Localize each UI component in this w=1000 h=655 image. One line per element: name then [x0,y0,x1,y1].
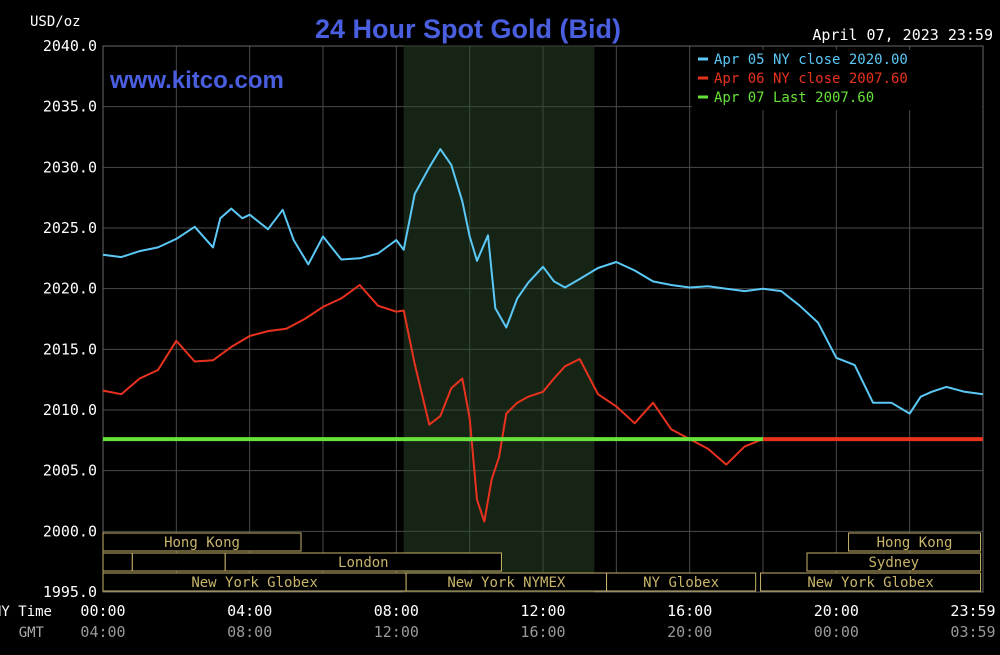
session-bar [131,552,226,572]
x-tick-gmt: 08:00 [227,623,272,641]
session-label: New York Globex [807,575,933,591]
y-tick-label: 2025.0 [43,219,97,237]
session-label: Hong Kong [164,535,240,551]
y-tick-label: 2035.0 [43,98,97,116]
timestamp: April 07, 2023 23:59 [812,26,993,44]
legend-box [692,50,982,110]
x-tick-ny: 00:00 [80,602,125,620]
session-label: NY Globex [643,575,719,591]
x-tick-gmt: 04:00 [80,623,125,641]
y-axis: 2040.0 2035.0 2030.0 2025.0 2020.0 2015.0 2010… [43,37,97,601]
legend-label: Apr 06 NY close 2007.60 [714,71,908,87]
x-tick-gmt: 03:59 [950,623,995,641]
x-tick-gmt: 12:00 [374,623,419,641]
session-bar [760,572,982,592]
y-tick-label: 2005.0 [43,462,97,480]
session-bar [224,552,502,572]
y-tick-label: 2015.0 [43,340,97,358]
session-bar [102,532,302,552]
x-row-label-ny: NY Time [0,604,52,620]
x-tick-ny: 04:00 [227,602,272,620]
x-row-label-gmt: GMT [19,625,45,641]
website-label: www.kitco.com [109,67,284,94]
y-tick-label: 2000.0 [43,522,97,540]
x-tick-ny: 16:00 [667,602,712,620]
session-bar [606,572,757,592]
legend-label: Apr 07 Last 2007.60 [714,90,874,106]
nymex-shaded-region [403,46,595,592]
y-tick-label: 1995.0 [43,583,97,601]
x-tick-gmt: 16:00 [520,623,565,641]
x-tick-ny: 20:00 [814,602,859,620]
y-tick-label: 2030.0 [43,158,97,176]
session-label: New York NYMEX [447,575,566,591]
session-bar [848,532,982,552]
x-tick-gmt: 00:00 [814,623,859,641]
market-sessions: Hong Kong London New York Globex New York N… [102,532,982,592]
legend-label: Apr 05 NY close 2020.00 [714,52,908,68]
x-tick-gmt: 20:00 [667,623,712,641]
y-tick-label: 2020.0 [43,280,97,298]
x-tick-ny: 12:00 [520,602,565,620]
x-tick-ny: 23:59 [950,602,995,620]
x-axis: 00:00 04:00 08:00 12:00 16:00 20:00 23:59 04:00… [80,602,995,641]
y-tick-label: 2010.0 [43,401,97,419]
series-group [102,148,984,523]
x-tick-ny: 08:00 [374,602,419,620]
y-tick-label: 2040.0 [43,37,97,55]
series-line-apr05 [102,148,984,415]
session-bar [806,552,982,572]
chart-title: 24 Hour Spot Gold (Bid) [315,14,621,44]
session-bar [102,552,133,572]
session-label: Hong Kong [877,535,953,551]
grid [102,45,984,593]
session-label: Sydney [868,555,919,571]
session-label: London [338,555,389,571]
unit-label: USD/oz [30,14,81,30]
session-label: New York Globex [191,575,317,591]
grid-over-shade [403,45,595,593]
legend: Apr 05 NY close 2020.00 Apr 06 NY close 2… [698,52,908,106]
